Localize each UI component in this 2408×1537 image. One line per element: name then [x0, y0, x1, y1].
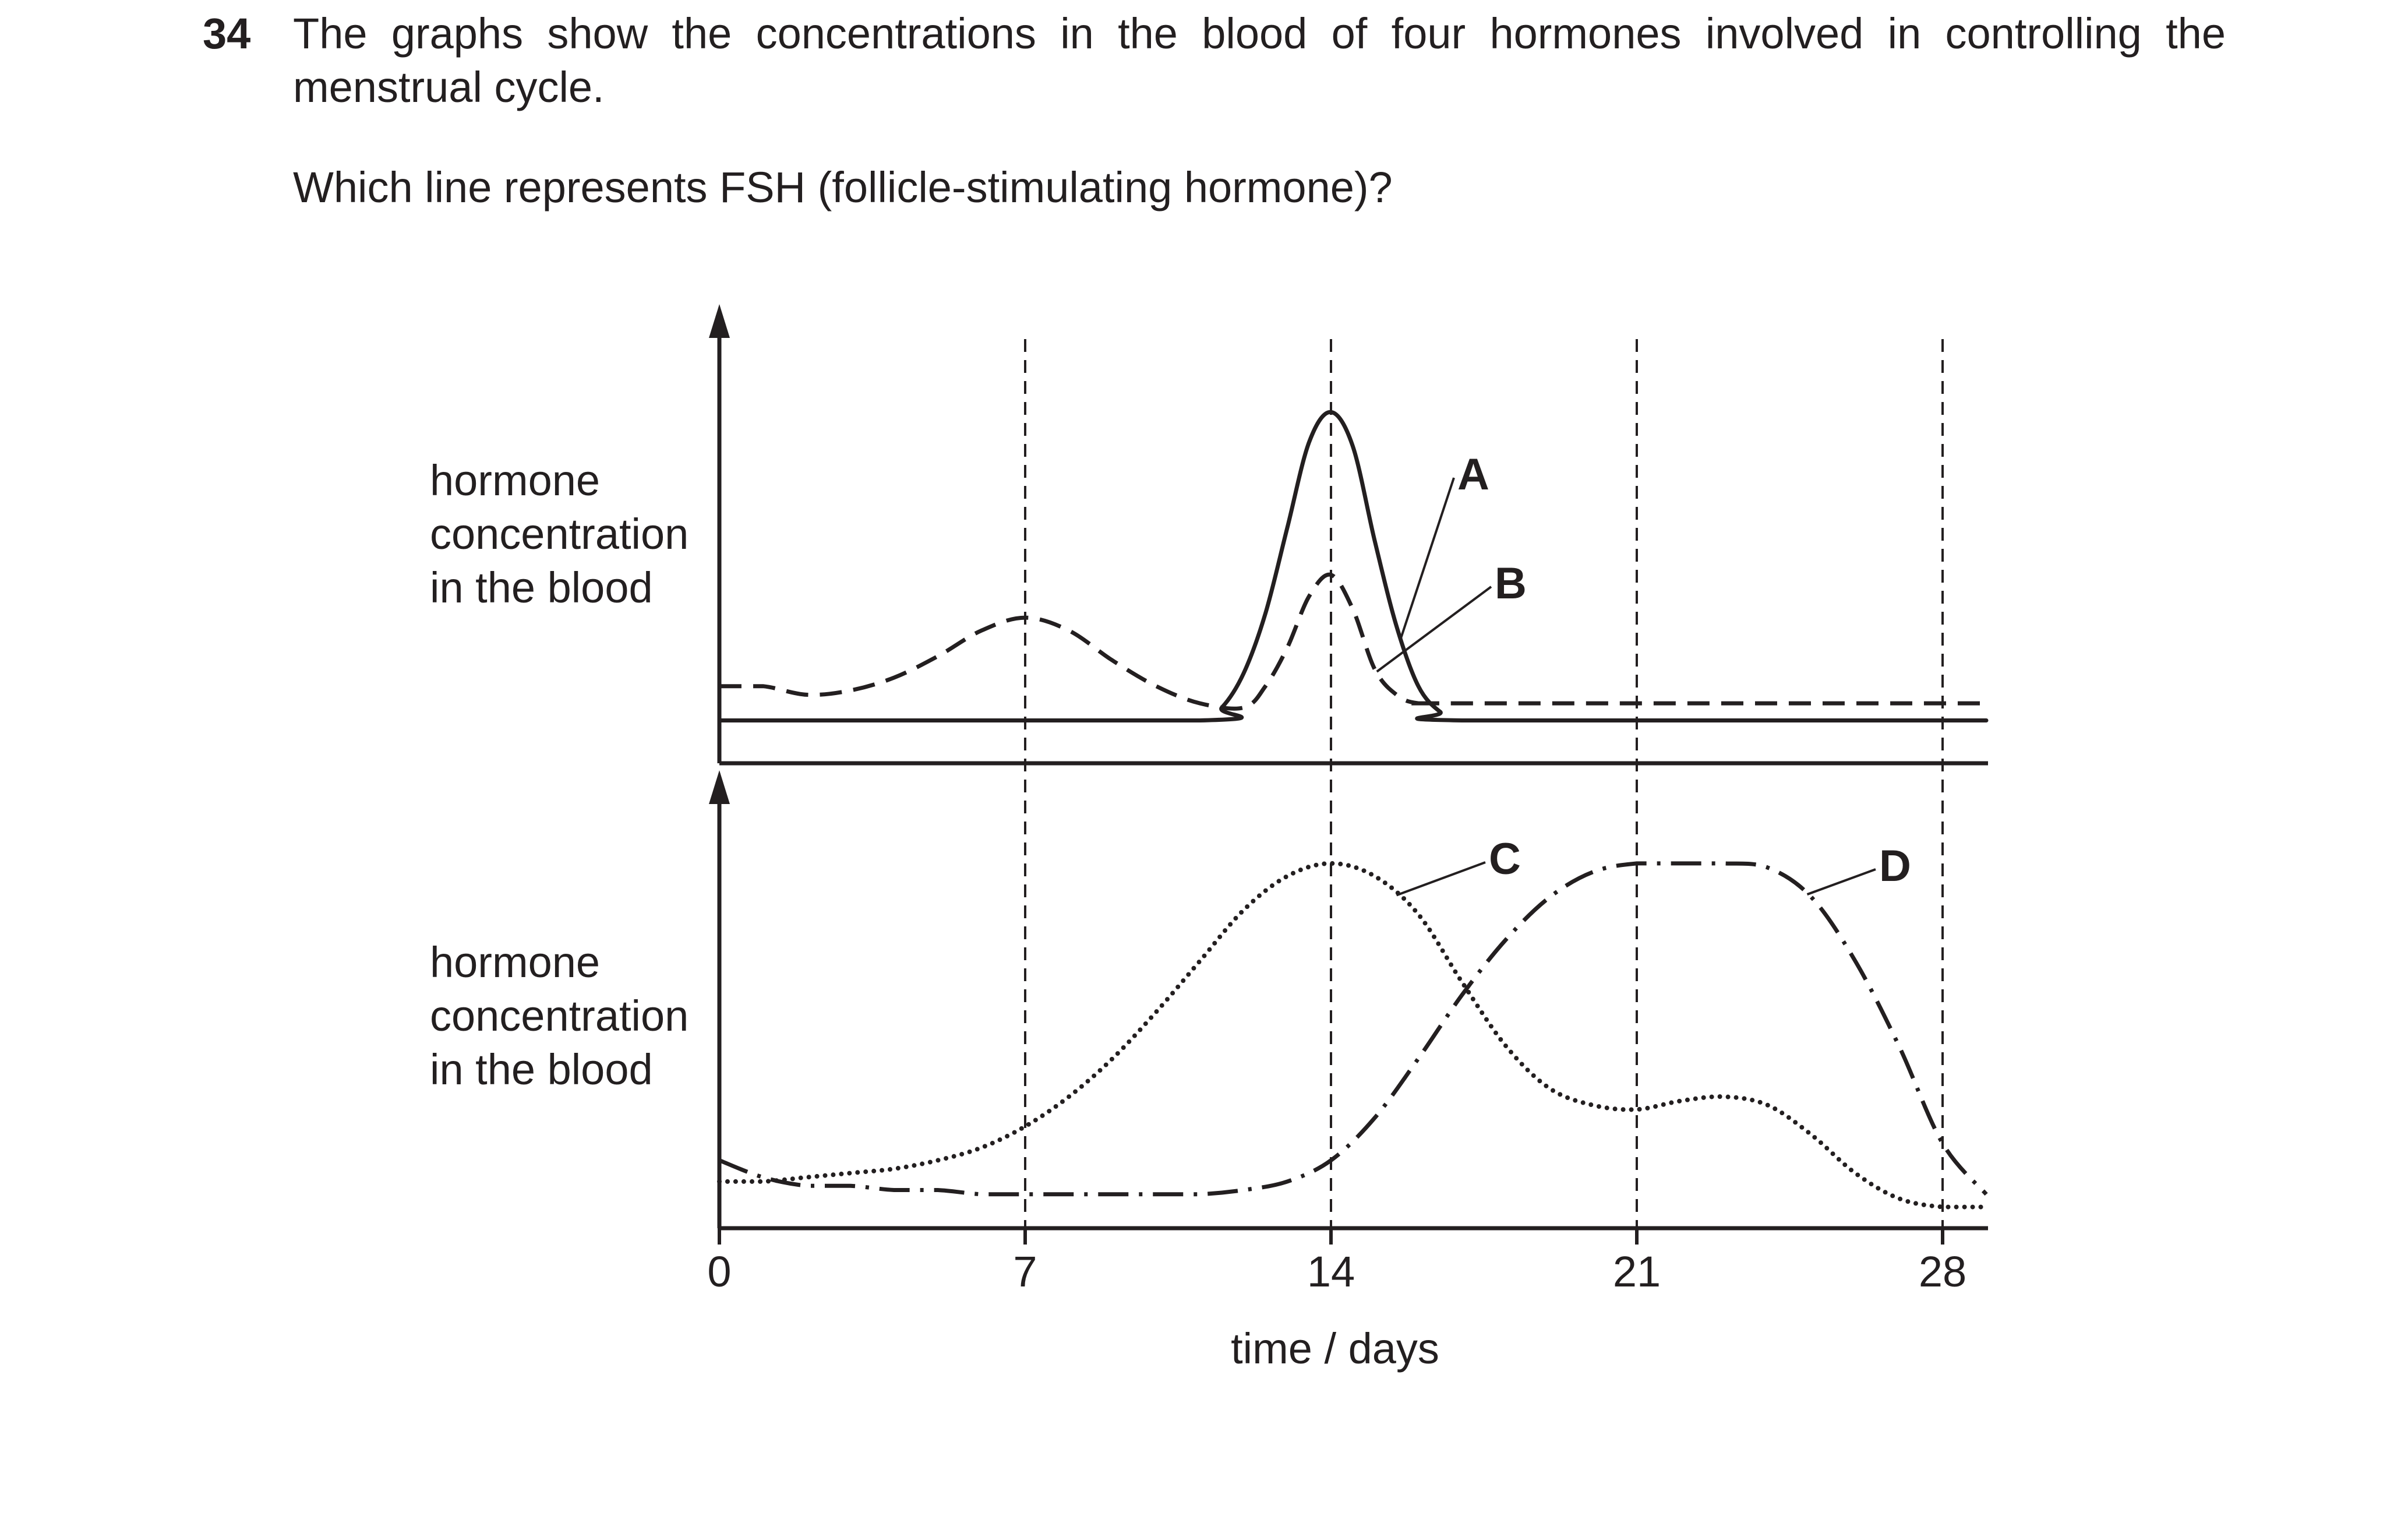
y-axis-label-bottom-line-1: hormone — [430, 938, 601, 986]
series-label-C: C — [1489, 834, 1521, 884]
series-label-A: A — [1457, 450, 1489, 499]
x-axis-label: time / days — [1231, 1324, 1439, 1373]
series-layer — [717, 410, 1989, 1210]
series-labels: A B C D — [1376, 450, 1911, 897]
series-line-D — [718, 861, 1988, 1197]
y-axis-label-top-line-1: hormone — [430, 456, 601, 505]
question-text: The graphs show the concentrations in th… — [293, 9, 2226, 111]
y-axis-arrow-bottom — [709, 770, 730, 804]
vertical-gridlines — [1024, 339, 1944, 1228]
x-tick-label-7: 7 — [1013, 1247, 1037, 1296]
series-callout-line-A — [1400, 477, 1455, 639]
y-axis-label-bottom: hormone concentration in the blood — [430, 936, 688, 1097]
series-callout-line-D — [1806, 868, 1876, 896]
series-callout-line-B — [1376, 586, 1492, 673]
series-label-D: D — [1879, 841, 1911, 891]
y-axis-arrow-top — [709, 304, 730, 338]
y-axis-label-top: hormone concentration in the blood — [430, 454, 688, 615]
question-number: 34 — [203, 9, 251, 58]
x-tick-label-14: 14 — [1307, 1247, 1355, 1296]
question-prompt: Which line represents FSH (follicle-stim… — [293, 163, 1393, 211]
axes — [709, 304, 1988, 1231]
series-line-B — [719, 572, 1986, 711]
x-tick-label-28: 28 — [1919, 1247, 1966, 1296]
series-label-B: B — [1495, 559, 1527, 608]
x-tick-label-0: 0 — [707, 1247, 731, 1296]
series-line-C — [717, 861, 1989, 1210]
y-axis-label-bottom-line-3: in the blood — [430, 1045, 653, 1094]
x-tick-label-21: 21 — [1613, 1247, 1661, 1296]
series-callout-line-C — [1396, 861, 1486, 897]
y-axis-label-bottom-line-2: concentration — [430, 992, 689, 1040]
y-axis-label-top-line-3: in the blood — [430, 563, 653, 612]
series-line-A — [717, 410, 1989, 723]
y-axis-label-top-line-2: concentration — [430, 510, 689, 558]
x-tick-labels: 0 7 14 21 28 — [707, 1228, 1966, 1296]
